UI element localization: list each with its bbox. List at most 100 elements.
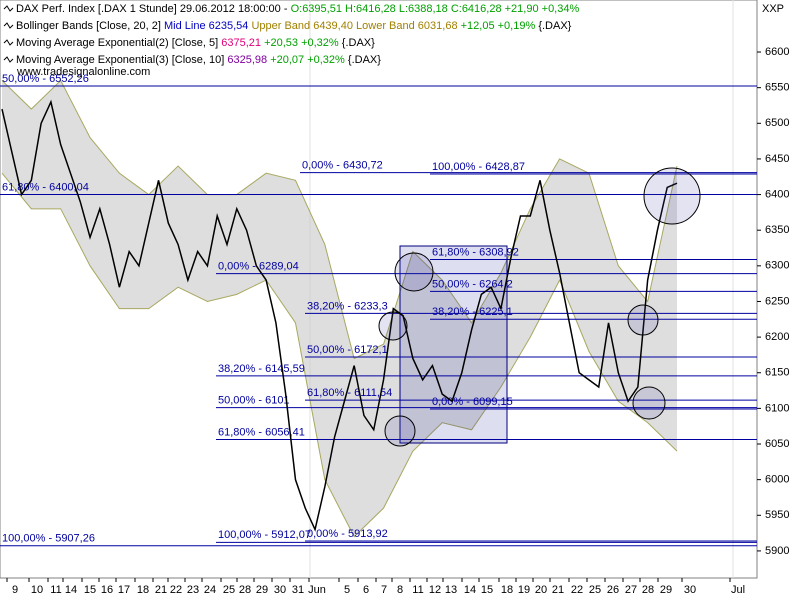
header-line: DAX Perf. Index [.DAX 1 Stunde] 29.06.20… xyxy=(16,3,579,15)
y-tick-label: 6050 xyxy=(765,438,789,450)
y-tick-label: 6300 xyxy=(765,260,789,272)
x-tick-label: 20 xyxy=(535,584,547,596)
fib-label: 100,00% - 6428,87 xyxy=(432,161,525,173)
header-segment: Upper Band 6439,40 xyxy=(251,20,356,32)
fib-label: 50,00% - 6172,1 xyxy=(307,344,388,356)
x-tick-label: 25 xyxy=(589,584,601,596)
x-tick-label: Jul xyxy=(731,584,745,596)
band-upper xyxy=(1,79,678,360)
fib-label: 38,20% - 6145,59 xyxy=(218,363,305,375)
x-tick-label: 24 xyxy=(204,584,216,596)
x-tick-label: Jun xyxy=(308,584,326,596)
y-tick-label: 6400 xyxy=(765,188,789,200)
y-tick-label: 6000 xyxy=(765,474,789,486)
header-segment: +20,07 +0,32% xyxy=(270,54,348,66)
header-segment: {.DAX} xyxy=(342,37,375,49)
y-tick-label: 6200 xyxy=(765,331,789,343)
fib-label: 0,00% - 5913,92 xyxy=(307,528,388,540)
x-tick-label: 22 xyxy=(571,584,583,596)
axes: 5900 5950 6000 6050 6100 6150 6200 6250 6300 6350… xyxy=(6,46,789,596)
x-tick-label: 23 xyxy=(187,584,199,596)
header-segment: 6325,98 xyxy=(227,54,270,66)
fib-label: 100,00% - 5907,26 xyxy=(2,533,95,545)
x-tick-label: 6 xyxy=(363,584,369,596)
x-tick-label: 29 xyxy=(660,584,672,596)
x-tick-label: 30 xyxy=(684,584,696,596)
x-tick-label: 29 xyxy=(256,584,268,596)
y-tick-label: 6550 xyxy=(765,82,789,94)
x-tick-label: 18 xyxy=(137,584,149,596)
band-lower xyxy=(1,172,678,538)
fib-label: 38,20% - 6233,3 xyxy=(307,300,388,312)
y-tick-label: 6450 xyxy=(765,153,789,165)
header-icon xyxy=(3,56,14,63)
fib-label: 0,00% - 6430,72 xyxy=(302,160,383,172)
x-tick-label: 28 xyxy=(239,584,251,596)
header-segment: O:6395,51 H:6416,28 L:6388,18 C:6416,28 … xyxy=(291,3,580,15)
corner-label: XXP xyxy=(762,3,784,15)
retracement-box xyxy=(399,245,508,444)
fib-label: 50,00% - 6552,26 xyxy=(2,73,89,85)
x-tick-label: 7 xyxy=(381,584,387,596)
header-segment: {.DAX} xyxy=(348,54,381,66)
x-tick-label: 19 xyxy=(518,584,530,596)
x-tick-label: 15 xyxy=(481,584,493,596)
y-tick-label: 6150 xyxy=(765,367,789,379)
header-segment: Mid Line 6235,54 xyxy=(164,20,251,32)
fib-label: 61,80% - 6111,54 xyxy=(307,387,392,399)
fib-label: 38,20% - 6225,1 xyxy=(432,306,513,318)
x-tick-label: 14 xyxy=(464,584,476,596)
header-segment: DAX Perf. Index [.DAX 1 Stunde] 29.06.20… xyxy=(16,3,291,15)
y-tick-label: 6250 xyxy=(765,295,789,307)
x-tick-label: 26 xyxy=(607,584,619,596)
x-tick-label: 30 xyxy=(274,584,286,596)
marker-circles xyxy=(378,167,701,447)
fib-label: 100,00% - 5912,07 xyxy=(218,529,311,541)
marker-circle xyxy=(632,386,666,420)
marker-circle xyxy=(378,311,408,341)
x-tick-label: 21 xyxy=(155,584,167,596)
x-tick-label: 18 xyxy=(501,584,513,596)
header-segment: Moving Average Exponential(3) [Close, 10… xyxy=(16,54,227,66)
header-segment: Bollinger Bands [Close, 20, 2] xyxy=(16,20,164,32)
x-tick-label: 17 xyxy=(118,584,130,596)
y-tick-label: 6600 xyxy=(765,46,789,58)
watermark: www.tradesignalonline.com xyxy=(16,66,150,78)
x-tick-label: 21 xyxy=(552,584,564,596)
header: DAX Perf. Index [.DAX 1 Stunde] 29.06.20… xyxy=(3,3,579,66)
x-tick-label: 9 xyxy=(12,584,18,596)
y-tick-label: 6350 xyxy=(765,224,789,236)
x-tick-label: 15 xyxy=(84,584,96,596)
marker-circle xyxy=(643,167,701,225)
x-tick-label: 25 xyxy=(223,584,235,596)
y-tick-label: 5900 xyxy=(765,545,789,557)
x-tick-label: 27 xyxy=(625,584,637,596)
x-tick-label: 13 xyxy=(445,584,457,596)
header-segment: +12,05 +0,19% xyxy=(461,20,539,32)
fib-label: 50,00% - 6264,2 xyxy=(432,278,513,290)
x-tick-label: 10 xyxy=(31,584,43,596)
header-segment: Moving Average Exponential(2) [Close, 5] xyxy=(16,37,221,49)
fib-label: 61,80% - 6056,41 xyxy=(218,426,305,438)
header-segment: {.DAX} xyxy=(538,20,571,32)
y-tick-label: 6100 xyxy=(765,402,789,414)
x-tick-label: 12 xyxy=(429,584,441,596)
x-tick-label: 8 xyxy=(397,584,403,596)
price-line xyxy=(1,99,678,532)
y-tick-label: 6500 xyxy=(765,117,789,129)
header-segment: +20,53 +0,32% xyxy=(264,37,342,49)
y-tick-label: 5950 xyxy=(765,509,789,521)
x-tick-label: 22 xyxy=(170,584,182,596)
marker-circle xyxy=(384,415,416,447)
x-tick-label: 11 xyxy=(50,584,61,596)
header-icon xyxy=(3,22,14,29)
fib-label: 0,00% - 6099,15 xyxy=(432,396,513,408)
header-icon xyxy=(3,39,14,46)
fib-label: 50,00% - 6101 xyxy=(218,395,290,407)
x-tick-label: 16 xyxy=(101,584,113,596)
header-segment: Lower Band 6031,68 xyxy=(356,20,461,32)
header-line: Bollinger Bands [Close, 20, 2] Mid Line … xyxy=(16,20,572,32)
price-layer xyxy=(1,99,678,532)
